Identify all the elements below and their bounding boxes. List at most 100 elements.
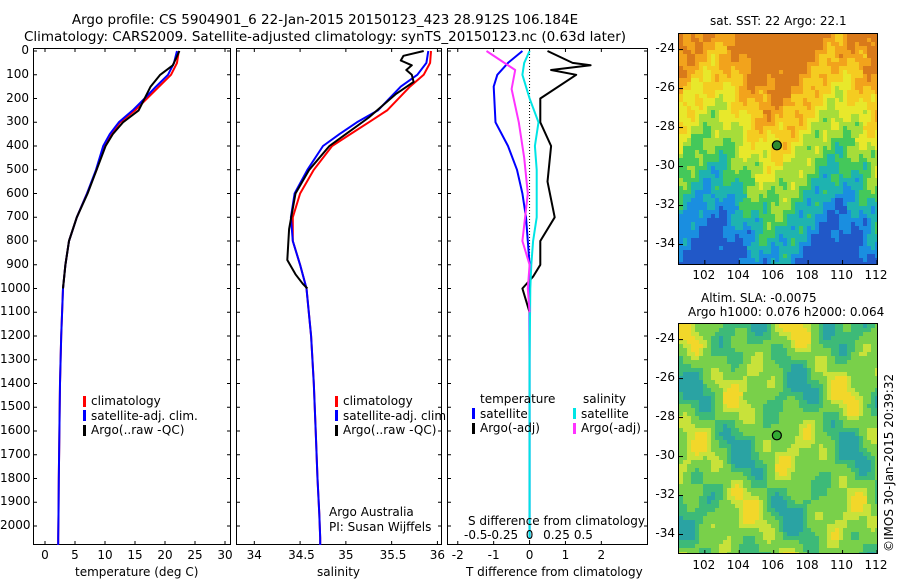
map-pixel — [723, 50, 727, 54]
map-pixel — [839, 182, 843, 186]
map-pixel — [679, 142, 683, 146]
map-pixel — [703, 392, 707, 396]
map-pixel — [699, 440, 703, 444]
map-pixel — [819, 460, 823, 464]
map-pixel — [731, 440, 735, 444]
map-pixel — [755, 380, 759, 384]
map-pixel — [795, 86, 799, 90]
map-pixel — [775, 38, 779, 42]
map-pixel — [747, 142, 751, 146]
map-pixel — [723, 456, 727, 460]
map-pixel — [759, 262, 763, 264]
map-pixel — [779, 392, 783, 396]
map-pixel — [851, 340, 855, 344]
map-pixel — [767, 190, 771, 194]
map-pixel — [683, 158, 687, 162]
map-pixel — [719, 78, 723, 82]
map-pixel — [843, 352, 847, 356]
map-pixel — [859, 130, 863, 134]
map-pixel — [791, 364, 795, 368]
map-pixel — [687, 98, 691, 102]
map-pixel — [815, 106, 819, 110]
map-pixel — [811, 182, 815, 186]
map-pixel — [691, 54, 695, 58]
map-pixel — [739, 34, 743, 38]
map-pixel — [743, 74, 747, 78]
map-pixel — [723, 416, 727, 420]
argo-australia-note: Argo Australia — [329, 505, 414, 519]
map-pixel — [803, 254, 807, 258]
map-pixel — [799, 408, 803, 412]
map-pixel — [747, 336, 751, 340]
map-pixel — [699, 456, 703, 460]
map-pixel — [739, 352, 743, 356]
map-pixel — [715, 206, 719, 210]
map-pixel — [819, 74, 823, 78]
map-pixel — [751, 230, 755, 234]
map-pixel — [875, 206, 877, 210]
map-pixel — [831, 254, 835, 258]
map-pixel — [755, 154, 759, 158]
map-pixel — [851, 412, 855, 416]
map-pixel — [807, 420, 811, 424]
map-pixel — [751, 82, 755, 86]
map-pixel — [839, 150, 843, 154]
map-pixel — [731, 420, 735, 424]
map-pixel — [739, 242, 743, 246]
map-pixel — [691, 242, 695, 246]
map-pixel — [827, 134, 831, 138]
map-pixel — [827, 328, 831, 332]
map-pixel — [771, 332, 775, 336]
map-pixel — [831, 388, 835, 392]
map-pixel — [679, 360, 683, 364]
map-pixel — [703, 202, 707, 206]
map-pixel — [803, 436, 807, 440]
map-pixel — [739, 432, 743, 436]
map-pixel — [715, 126, 719, 130]
map-pixel — [851, 182, 855, 186]
map-pixel — [735, 222, 739, 226]
map-pixel — [867, 86, 871, 90]
map-pixel — [711, 246, 715, 250]
map-pixel — [815, 186, 819, 190]
map-pixel — [727, 138, 731, 142]
map-pixel — [831, 162, 835, 166]
map-pixel — [759, 154, 763, 158]
map-pixel — [871, 98, 875, 102]
map-pixel — [799, 226, 803, 230]
map-pixel — [859, 324, 863, 328]
map-pixel — [835, 150, 839, 154]
map-pixel — [787, 134, 791, 138]
map-pixel — [679, 428, 683, 432]
map-pixel — [679, 130, 683, 134]
map-pixel — [739, 86, 743, 90]
map-pixel — [731, 222, 735, 226]
map-pixel — [771, 234, 775, 238]
map-pixel — [823, 412, 827, 416]
map-pixel — [695, 452, 699, 456]
map-pixel — [731, 468, 735, 472]
map-pixel — [727, 420, 731, 424]
map-pixel — [795, 436, 799, 440]
map-pixel — [743, 38, 747, 42]
map-pixel — [683, 126, 687, 130]
map-pixel — [679, 218, 683, 222]
map-pixel — [763, 62, 767, 66]
map-pixel — [687, 336, 691, 340]
map-pixel — [863, 392, 867, 396]
map-pixel — [823, 50, 827, 54]
map-pixel — [767, 246, 771, 250]
map-pixel — [863, 202, 867, 206]
map-pixel — [691, 336, 695, 340]
map-pixel — [719, 206, 723, 210]
map-pixel — [779, 98, 783, 102]
map-pixel — [875, 432, 877, 436]
map-pixel — [835, 340, 839, 344]
map-pixel — [743, 420, 747, 424]
map-pixel — [859, 102, 863, 106]
map-pixel — [723, 368, 727, 372]
map-pixel — [799, 162, 803, 166]
map-pixel — [843, 138, 847, 142]
map-pixel — [731, 114, 735, 118]
map-pixel — [727, 392, 731, 396]
